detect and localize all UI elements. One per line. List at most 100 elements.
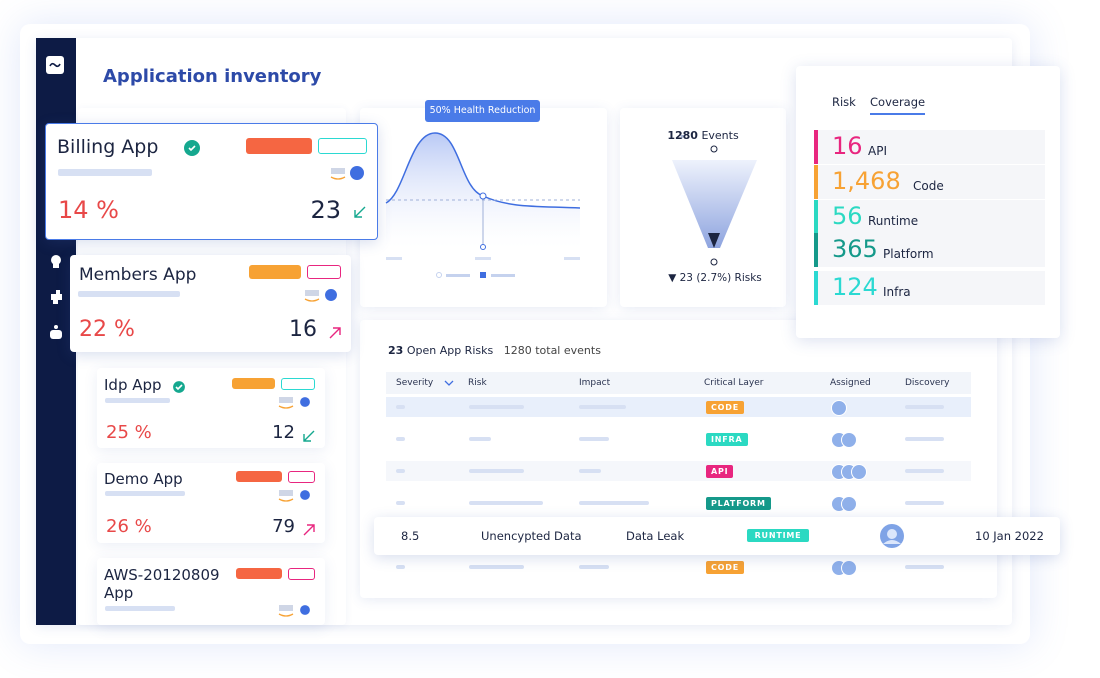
app-name: Members App xyxy=(79,265,197,285)
placeholder xyxy=(396,565,405,569)
app-name: Idp App xyxy=(104,376,162,394)
sidebar-icons[interactable] xyxy=(48,254,64,374)
verified-icon xyxy=(184,139,201,156)
app-card[interactable]: Demo App 26 % 79 xyxy=(97,463,325,543)
hl-avatar xyxy=(880,524,904,548)
column-header: Risk xyxy=(468,378,487,388)
cloud-icons xyxy=(278,490,310,502)
placeholder xyxy=(905,565,944,569)
coverage-row: 16 API xyxy=(814,130,1045,164)
coverage-value: 365 xyxy=(832,235,878,263)
app-card[interactable]: Idp App 25 % 12 xyxy=(97,368,325,448)
app-count: 23 xyxy=(310,196,341,224)
placeholder xyxy=(905,437,944,441)
risks-title: Open App Risks xyxy=(406,344,494,357)
column-header: Discovery xyxy=(905,378,950,388)
status-outline xyxy=(307,265,341,279)
coverage-value: 56 xyxy=(832,202,863,230)
status-outline xyxy=(318,138,367,154)
status-outline xyxy=(288,568,315,580)
placeholder xyxy=(469,469,524,473)
events-label: Events xyxy=(701,129,739,142)
placeholder xyxy=(105,606,175,611)
trend-arrow xyxy=(329,326,341,339)
app-card[interactable]: Members App 22 % 16 xyxy=(70,255,351,352)
placeholder xyxy=(905,405,944,409)
app-card[interactable]: AWS-20120809 App xyxy=(97,558,325,625)
tab-coverage[interactable]: Coverage xyxy=(870,95,926,115)
column-header: Critical Layer xyxy=(704,378,764,388)
coverage-label: Runtime xyxy=(868,214,919,228)
app-count: 79 xyxy=(272,516,295,537)
hl-layer: RUNTIME xyxy=(747,529,809,542)
health-chart xyxy=(385,132,581,278)
funnel-risks: ▼ 23 (2.7%) Risks xyxy=(668,272,762,284)
app-count: 16 xyxy=(289,317,317,342)
coverage-panel: Risk Coverage 16 API 1,468 Code 56 Runtime 365… xyxy=(796,66,1060,338)
placeholder xyxy=(78,291,180,297)
coverage-value: 1,468 xyxy=(832,167,901,195)
logo[interactable] xyxy=(46,56,64,74)
placeholder xyxy=(579,437,609,441)
placeholder xyxy=(105,491,185,496)
app-name: AWS-20120809 App xyxy=(104,566,220,602)
layer-badge: INFRA xyxy=(706,433,748,446)
status-bar xyxy=(246,138,312,154)
placeholder xyxy=(579,501,649,505)
placeholder xyxy=(469,501,543,505)
row-highlight xyxy=(386,397,971,417)
layer-badge: API xyxy=(706,465,734,478)
events-count: 1280 xyxy=(667,129,698,142)
tab-risk[interactable]: Risk xyxy=(832,95,856,109)
hl-risk: Unencypted Data xyxy=(481,529,582,543)
placeholder xyxy=(579,405,626,409)
risks-heading: 23 Open App Risks 1280 total events xyxy=(388,344,601,357)
layer-badge: CODE xyxy=(706,401,744,414)
app-count: 12 xyxy=(272,422,295,443)
cloud-icons xyxy=(304,289,337,302)
coverage-value: 16 xyxy=(832,132,863,160)
trend-arrow xyxy=(303,524,315,536)
app-percent: 26 % xyxy=(106,516,152,537)
placeholder xyxy=(58,169,152,176)
app-percent: 22 % xyxy=(79,317,135,342)
funnel xyxy=(672,135,757,266)
placeholder xyxy=(396,501,405,505)
cloud-icons xyxy=(278,397,310,409)
risks-events: 1280 total events xyxy=(503,344,601,357)
status-bar xyxy=(232,378,275,389)
trend-arrow xyxy=(303,430,315,442)
app-card[interactable]: Billing App 14 % 23 xyxy=(45,123,378,240)
health-badge: 50% Health Reduction xyxy=(425,100,540,122)
coverage-label: API xyxy=(868,144,887,158)
coverage-label: Code xyxy=(913,179,944,193)
status-bar xyxy=(236,568,282,579)
row-stripe xyxy=(386,461,971,481)
avatar xyxy=(851,464,867,480)
column-header: Severity xyxy=(396,378,434,388)
app-name: Demo App xyxy=(104,470,183,488)
placeholder xyxy=(579,565,609,569)
health-card xyxy=(360,108,607,307)
status-outline xyxy=(288,471,315,483)
highlight-row[interactable]: 8.5 Unencypted Data Data Leak RUNTIME 10… xyxy=(374,517,1060,555)
app-percent: 25 % xyxy=(106,422,152,443)
hl-severity: 8.5 xyxy=(401,529,420,543)
placeholder xyxy=(396,437,405,441)
app-name: Billing App xyxy=(57,136,159,158)
coverage-value: 124 xyxy=(832,273,878,301)
table-header xyxy=(386,372,971,394)
sort-icon[interactable] xyxy=(444,379,454,387)
status-outline xyxy=(281,378,315,390)
status-bar xyxy=(249,265,301,279)
hl-impact: Data Leak xyxy=(626,529,685,543)
placeholder xyxy=(905,501,944,505)
funnel-card: 1280 Events ▼ 23 (2.7%) Risks xyxy=(620,108,786,307)
placeholder xyxy=(396,469,405,473)
coverage-label: Infra xyxy=(883,285,911,299)
coverage-label: Platform xyxy=(883,247,934,261)
coverage-row: 365 Platform xyxy=(814,233,1045,267)
placeholder xyxy=(469,437,491,441)
placeholder xyxy=(105,398,170,403)
